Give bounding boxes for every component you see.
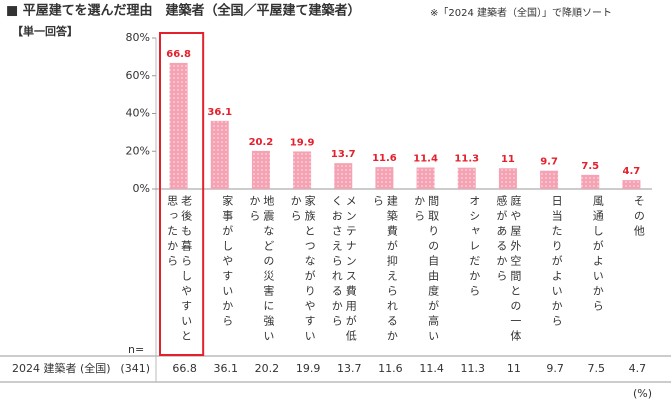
n-value: (341): [120, 362, 150, 375]
y-tick-label: 20%: [126, 144, 150, 157]
bar: [540, 170, 559, 189]
category-label: 間取りの自由度が高いから: [412, 195, 440, 345]
unit-label: (%): [633, 387, 652, 400]
bar: [375, 167, 394, 189]
bar: [251, 150, 270, 189]
table-value: 19.9: [296, 362, 321, 375]
subtitle: 【単一回答】: [12, 24, 78, 38]
chart-title: ■ 平屋建てを選んだ理由 建築者（全国／平屋建て建築者）: [6, 3, 361, 19]
y-tick-label: 40%: [126, 107, 150, 120]
n-label: n=: [128, 343, 144, 356]
y-tick-label: 80%: [126, 31, 150, 44]
bar: [334, 163, 353, 189]
value-label: 11.4: [413, 153, 438, 164]
category-label: オシャレだから: [467, 195, 481, 300]
table-value: 11: [507, 362, 521, 375]
category-label: 地震などの災害に強いから: [247, 195, 275, 345]
category-label: 建築費が抑えられるから: [371, 195, 399, 345]
note: ※「2024 建築者（全国）」で降順ソート: [430, 6, 612, 19]
category-label: 日当たりがよいから: [550, 195, 564, 330]
table-value: 7.5: [588, 362, 606, 375]
value-label: 13.7: [331, 149, 356, 160]
category-label: その他: [632, 195, 646, 240]
value-label: 11.3: [454, 154, 479, 165]
bar: [293, 151, 312, 189]
value-label: 20.2: [249, 137, 274, 148]
table-value: 11.4: [419, 362, 444, 375]
value-label: 66.8: [166, 49, 191, 60]
table-value: 13.7: [337, 362, 362, 375]
table-value: 4.7: [629, 362, 647, 375]
table-value: 11.3: [461, 362, 486, 375]
category-label: メンテナンス費用が低くおさえられるから: [330, 195, 358, 345]
category-label: 庭や屋外空間との一体感があるから: [494, 195, 522, 345]
bar: [498, 168, 517, 189]
value-label: 7.5: [581, 161, 599, 172]
bar: [210, 120, 229, 189]
bar: [622, 180, 641, 189]
bar: [169, 62, 188, 189]
y-tick-label: 60%: [126, 69, 150, 82]
value-label: 11.6: [372, 153, 397, 164]
value-label: 19.9: [290, 137, 315, 148]
table-value: 36.1: [214, 362, 239, 375]
y-tick-label: 0%: [133, 182, 150, 195]
table-value: 9.7: [546, 362, 564, 375]
bar: [581, 174, 600, 189]
bar: [416, 167, 435, 189]
category-label: 家事がしやすいから: [220, 195, 234, 330]
value-label: 4.7: [623, 166, 641, 177]
category-label: 老後も暮らしやすいと思ったから: [165, 195, 193, 345]
value-label: 11: [501, 154, 515, 165]
table-value: 66.8: [172, 362, 197, 375]
category-label: 風通しがよいから: [591, 195, 605, 315]
series-label: 2024 建築者 (全国): [12, 361, 111, 375]
bar: [457, 167, 476, 189]
value-label: 36.1: [207, 107, 232, 118]
highlight-box: [159, 32, 205, 356]
table-value: 20.2: [255, 362, 280, 375]
category-label: 家族とつながりやすいから: [289, 195, 317, 345]
table-value: 11.6: [378, 362, 403, 375]
value-label: 9.7: [540, 157, 558, 168]
